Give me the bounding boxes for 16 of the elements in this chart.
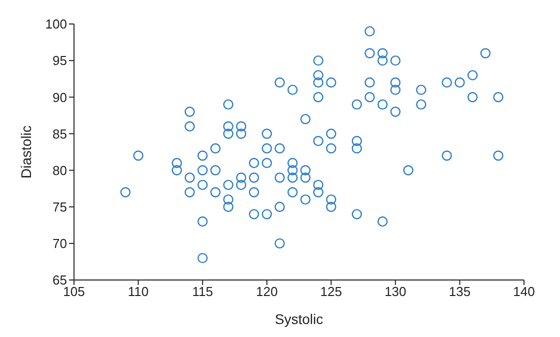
y-tick-label: 95 (52, 53, 67, 68)
y-axis-title: Diastolic (18, 126, 34, 178)
y-tick-label: 85 (52, 126, 67, 142)
x-tick-label: 125 (320, 284, 342, 300)
x-tick-label: 140 (513, 284, 535, 300)
x-tick-label: 110 (128, 284, 149, 300)
x-tick-label: 115 (192, 284, 213, 300)
x-tick-label: 130 (384, 284, 406, 300)
x-tick-label: 120 (256, 284, 278, 300)
y-tick-label: 75 (52, 199, 67, 214)
y-tick-label: 70 (52, 236, 67, 252)
x-tick-label: 135 (448, 284, 471, 300)
y-tick-label: 80 (52, 162, 67, 178)
x-axis-title: Systolic (274, 311, 324, 327)
y-tick-label: 90 (52, 90, 67, 105)
y-tick-label: 100 (45, 16, 67, 32)
